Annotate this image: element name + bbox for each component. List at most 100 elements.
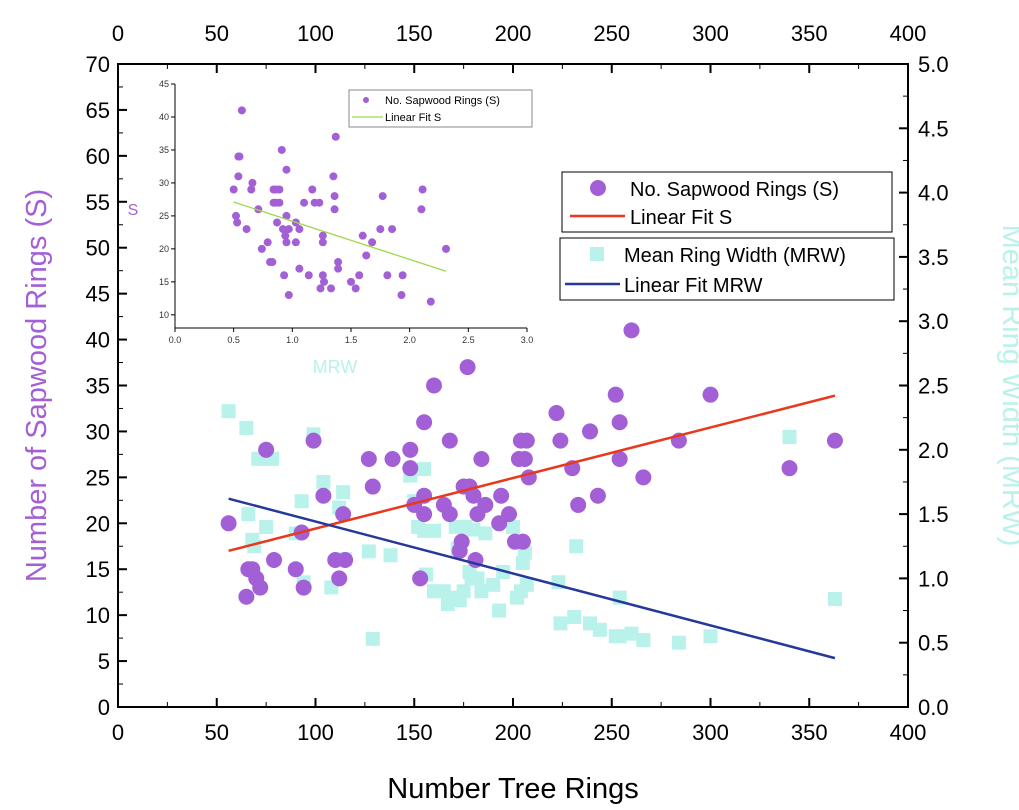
inset-y-tick-label: 30 (159, 178, 169, 188)
inset-sapwood-point (263, 238, 272, 247)
y-tick-label: 45 (86, 282, 110, 307)
inset-sapwood-point (351, 284, 360, 293)
inset-sapwood-point (355, 271, 364, 280)
inset-sapwood-point (282, 211, 291, 220)
x-tick-label: 200 (495, 720, 532, 745)
mrw-point (427, 523, 441, 538)
y2-tick-label: 5.0 (918, 52, 949, 77)
mrw-point (636, 633, 651, 648)
y-tick-label: 20 (86, 511, 110, 536)
mrw-point (456, 584, 471, 599)
inset-sapwood-point (327, 284, 336, 293)
sapwood-point (384, 450, 401, 467)
inset-y-tick-label: 20 (159, 244, 169, 254)
inset-sapwood-point (329, 172, 338, 181)
inset-linear-fit-line (233, 201, 447, 272)
mrw-point (417, 462, 432, 477)
sapwood-point (459, 359, 476, 376)
sapwood-point (305, 432, 322, 449)
mrw-point (519, 577, 534, 592)
inset-sapwood-point (277, 145, 286, 154)
y-tick-label: 30 (86, 419, 110, 444)
y2-axis-label: Mean Ring Width (MRW) (996, 225, 1019, 547)
inset-y-tick-label: 35 (159, 145, 169, 155)
inset-sapwood-point (280, 271, 289, 280)
sapwood-point (607, 386, 624, 403)
inset-sapwood-point (282, 165, 291, 174)
inset-sapwood-point (397, 291, 406, 300)
mrw-point (703, 629, 718, 644)
y-tick-label: 10 (86, 603, 110, 628)
y2-tick-label: 1.0 (918, 566, 949, 591)
inset-sapwood-point (347, 277, 355, 286)
sapwood-point (582, 423, 599, 440)
sapwood-point (514, 533, 531, 550)
legend-box-s (561, 171, 893, 233)
sapwood-point (702, 386, 719, 403)
sapwood-point (548, 405, 565, 422)
inset-x-tick-label: 0.0 (169, 335, 182, 345)
mrw-point (365, 631, 380, 646)
sapwood-point (826, 432, 843, 449)
inset-sapwood-point (316, 284, 325, 293)
sapwood-point (570, 496, 587, 513)
sapwood-point (331, 570, 348, 587)
sapwood-point (364, 478, 381, 495)
inset-sapwood-point (232, 211, 241, 220)
inset-sapwood-point (388, 225, 397, 234)
inset-legend-marker-sapwood (363, 97, 369, 103)
inset-x-tick-label: 1.0 (286, 335, 299, 345)
inset-sapwood-point (275, 185, 284, 194)
inset-sapwood-point (318, 238, 327, 247)
y-tick-label: 15 (86, 557, 110, 582)
inset-sapwood-point (331, 132, 340, 141)
sapwood-point (220, 515, 237, 532)
inset-y-axis-label: S (128, 202, 139, 219)
y-tick-label: 5 (98, 649, 110, 674)
y-tick-label: 35 (86, 374, 110, 399)
inset-sapwood-point (378, 192, 387, 201)
inset-y-tick-label: 15 (159, 277, 169, 287)
sapwood-point (295, 579, 312, 596)
sapwood-point (416, 506, 433, 523)
inset-sapwood-point (383, 271, 392, 280)
sapwood-point (781, 460, 798, 477)
inset-sapwood-point (281, 231, 290, 240)
legend-label-sapwood: No. Sapwood Rings (S) (630, 179, 839, 201)
sapwood-point (287, 561, 304, 578)
x-top-tick-label: 50 (205, 21, 229, 46)
x-tick-label: 350 (791, 720, 828, 745)
mrw-point (470, 571, 485, 586)
sapwood-point (611, 450, 628, 467)
mrw-point (294, 494, 309, 509)
inset-sapwood-point (273, 218, 282, 227)
sapwood-point (315, 487, 332, 504)
inset-y-tick-label: 25 (159, 211, 169, 221)
sapwood-point (477, 496, 494, 513)
inset-x-tick-label: 2.5 (462, 335, 475, 345)
inset-sapwood-point (330, 205, 339, 214)
inset-sapwood-point (242, 225, 251, 234)
sapwood-point (518, 432, 535, 449)
mrw-point (553, 616, 568, 631)
y2-tick-label: 1.5 (918, 502, 949, 527)
y-tick-label: 0 (98, 695, 110, 720)
legend-label-fit-s: Linear Fit S (630, 207, 732, 229)
x-top-tick-label: 350 (791, 21, 828, 46)
sapwood-point (441, 432, 458, 449)
inset-sapwood-point (318, 271, 327, 280)
y2-tick-label: 2.5 (918, 374, 949, 399)
inset-sapwood-point (398, 271, 407, 280)
inset-sapwood-point (304, 271, 313, 280)
inset-sapwood-point (418, 185, 427, 194)
y2-tick-label: 4.0 (918, 181, 949, 206)
inset-sapwood-point (320, 277, 329, 286)
y-axis-label: Number of Sapwood Rings (S) (21, 189, 53, 582)
y2-tick-label: 3.5 (918, 245, 949, 270)
inset-sapwood-point (330, 192, 339, 201)
x-top-tick-label: 100 (297, 21, 334, 46)
mrw-point (827, 591, 842, 606)
inset-sapwood-point (291, 238, 300, 247)
inset-sapwood-point (278, 225, 287, 234)
inset-sapwood-point (315, 198, 324, 207)
